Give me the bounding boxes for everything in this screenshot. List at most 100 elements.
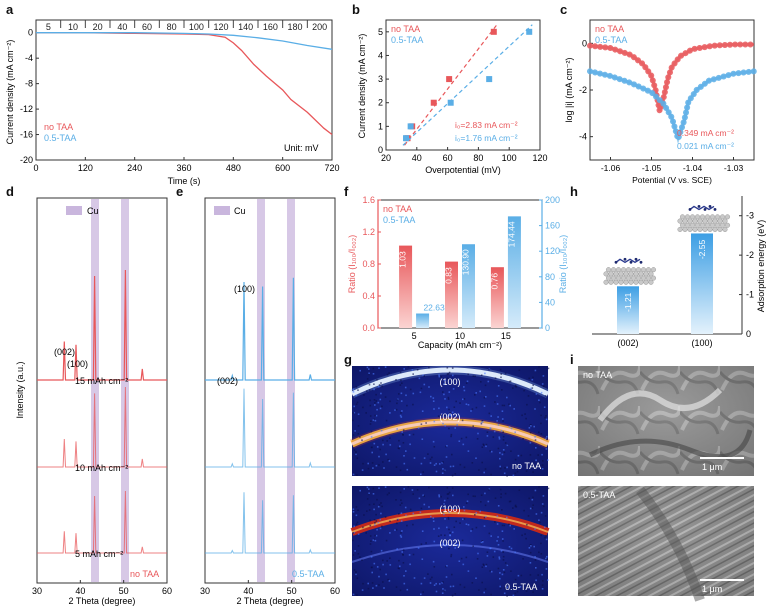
g-speckle — [447, 373, 450, 375]
g-speckle — [535, 459, 537, 462]
g-speckle — [446, 493, 449, 495]
h-atom — [702, 218, 708, 224]
g-speckle — [472, 425, 474, 427]
g-speckle — [352, 532, 355, 534]
g-speckle — [372, 493, 375, 495]
g-speckle — [429, 578, 432, 581]
g-speckle — [439, 463, 441, 465]
g-speckle — [500, 493, 502, 495]
g-speckle — [498, 436, 501, 438]
g-speckle — [369, 399, 371, 402]
g-speckle — [402, 562, 405, 564]
g-speckle — [367, 582, 369, 585]
g-speckle — [496, 515, 499, 517]
g-speckle — [440, 534, 442, 536]
g-speckle — [521, 414, 523, 417]
h-atom — [715, 214, 721, 220]
g-speckle — [376, 528, 378, 531]
g-speckle — [532, 376, 534, 379]
g-speckle — [421, 438, 424, 440]
g-speckle — [385, 539, 388, 542]
h-atom — [606, 267, 612, 273]
g-speckle — [379, 398, 382, 401]
g-speckle — [447, 516, 450, 519]
g-speckle — [520, 574, 523, 577]
g-speckle — [399, 534, 402, 537]
g-speckle — [485, 516, 487, 518]
g-speckle — [482, 443, 485, 446]
g-speckle — [395, 528, 398, 531]
h-atom — [648, 271, 654, 277]
a-ytick-label: -8 — [25, 79, 33, 89]
h-atom — [682, 226, 688, 232]
h-xtick-label: (100) — [691, 338, 712, 348]
g-speckle — [408, 554, 411, 556]
panel-g: (100) (002) no TAA (100) (002) 0.5-TAA — [349, 365, 551, 597]
g-speckle — [512, 507, 514, 509]
g-speckle — [374, 404, 376, 406]
g-speckle — [538, 519, 540, 521]
g-speckle — [383, 587, 385, 589]
g-speckle — [357, 413, 360, 415]
g-speckle — [496, 540, 498, 542]
c-xtick-label: -1.06 — [601, 163, 621, 173]
g-speckle — [433, 420, 436, 423]
h-atom — [717, 226, 723, 232]
g-speckle — [539, 401, 541, 404]
g-speckle — [374, 522, 376, 524]
g-speckle — [508, 546, 511, 548]
g-speckle — [440, 375, 442, 378]
g-speckle — [454, 473, 457, 475]
xrd-xtick-label: 30 — [32, 586, 42, 596]
i-top-scale: 1 μm — [702, 462, 722, 472]
i-bottom-scale: 1 μm — [702, 584, 722, 594]
c-ytick-label: -4 — [579, 132, 587, 142]
g-speckle — [467, 493, 469, 496]
g-speckle — [397, 567, 400, 569]
g-speckle — [445, 576, 448, 578]
g-speckle — [398, 513, 400, 515]
g-speckle — [378, 367, 380, 369]
g-speckle — [465, 436, 468, 439]
f-ytick-right-label: 80 — [545, 272, 555, 282]
a-ytick-label: -16 — [20, 130, 33, 140]
g-speckle — [477, 552, 479, 555]
g-speckle — [389, 437, 391, 439]
g-image-no-taa: (100) (002) no TAA — [349, 365, 551, 477]
g-bottom-ring-002: (002) — [439, 538, 460, 548]
d-ylabel: Intensity (a.u.) — [15, 361, 25, 418]
g-speckle — [508, 523, 510, 526]
h-atom — [631, 275, 637, 281]
h-molecule-atom — [697, 205, 701, 208]
h-atom — [720, 222, 726, 228]
a-xlabel: Time (s) — [168, 176, 201, 186]
g-speckle — [502, 431, 504, 433]
g-speckle — [500, 373, 502, 375]
g-speckle — [545, 415, 547, 417]
g-speckle — [359, 556, 361, 558]
g-speckle — [380, 429, 383, 432]
g-speckle — [383, 467, 385, 469]
g-speckle — [475, 406, 478, 409]
g-speckle — [475, 526, 478, 529]
h-atom — [700, 214, 706, 220]
g-speckle — [408, 434, 411, 436]
g-speckle — [500, 496, 502, 499]
b-xtick-label: 60 — [443, 153, 453, 163]
g-speckle — [411, 489, 414, 491]
g-speckle — [423, 375, 425, 377]
g-speckle — [403, 368, 405, 370]
g-speckle — [352, 554, 355, 556]
g-speckle — [420, 462, 423, 465]
g-speckle — [380, 392, 382, 395]
g-speckle — [359, 436, 361, 438]
g-speckle — [389, 557, 391, 559]
a-ytick-label: -12 — [20, 104, 33, 114]
g-speckle — [353, 531, 356, 534]
g-speckle — [447, 493, 450, 495]
f-bar-label-no-taa: 1.03 — [398, 251, 408, 268]
g-speckle — [382, 461, 384, 463]
a-ytick-label: -4 — [25, 53, 33, 63]
g-speckle — [433, 528, 435, 530]
g-speckle — [490, 593, 492, 596]
